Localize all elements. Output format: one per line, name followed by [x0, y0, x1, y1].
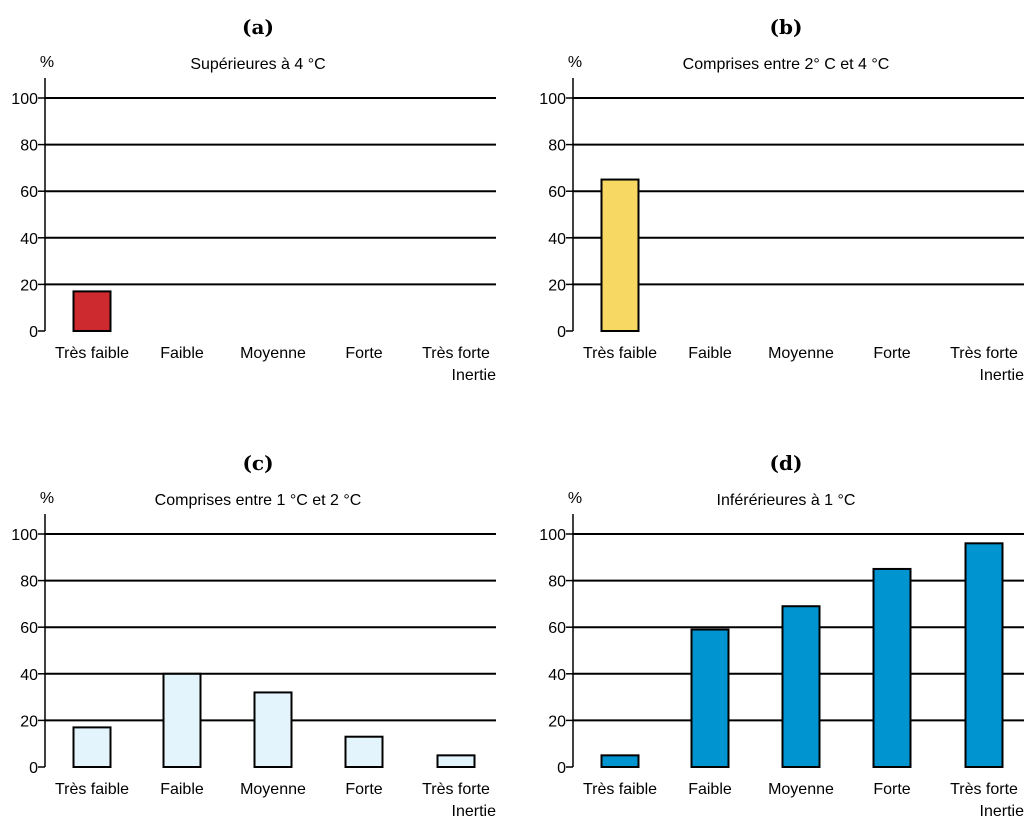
y-tick-label: 20 [20, 277, 38, 294]
bar-très-faible [72, 726, 112, 769]
x-category-label: Très faible [55, 345, 129, 362]
x-category-label: Forte [345, 781, 382, 798]
chart-title: Comprises entre 1 °C et 2 °C [155, 492, 362, 509]
y-tick-label: 20 [20, 713, 38, 730]
y-tick-label: 80 [20, 138, 38, 155]
bar-faible [690, 628, 730, 768]
x-category-label: Moyenne [240, 345, 306, 362]
panel-letter: (a) [242, 15, 274, 39]
y-tick-label: 60 [20, 620, 38, 637]
y-tick-label: 0 [29, 760, 38, 777]
x-category-label: Très forte [422, 345, 490, 362]
y-tick-label: 80 [20, 574, 38, 591]
bar-forte [344, 735, 384, 768]
bar-forte [872, 567, 912, 768]
y-tick-label: 60 [548, 184, 566, 201]
x-category-label: Très faible [583, 345, 657, 362]
x-category-label: Moyenne [768, 345, 834, 362]
chart-title: Comprises entre 2° C et 4 °C [683, 56, 890, 73]
x-category-label: Moyenne [768, 781, 834, 798]
x-axis-label: Inertie [452, 367, 497, 384]
x-category-label: Moyenne [240, 781, 306, 798]
x-category-label: Forte [873, 781, 910, 798]
panel-letter: (c) [242, 451, 273, 475]
y-tick-label: 60 [548, 620, 566, 637]
y-tick-label: 40 [548, 667, 566, 684]
y-tick-label: 100 [11, 91, 38, 108]
bar-très-forte [964, 542, 1004, 768]
y-tick-label: 40 [20, 231, 38, 248]
y-tick-label: 80 [548, 138, 566, 155]
x-category-label: Forte [873, 345, 910, 362]
y-tick-label: 100 [11, 527, 38, 544]
chart-title: Inférérieures à 1 °C [717, 492, 856, 509]
x-category-label: Forte [345, 345, 382, 362]
bar-moyenne [253, 691, 293, 768]
x-category-label: Très forte [422, 781, 490, 798]
chart-panel-3: (c)% Comprises entre 1 °C et 2 °C 0 20 40 60 8… [11, 451, 496, 818]
y-tick-label: 0 [557, 760, 566, 777]
x-category-label: Faible [688, 345, 732, 362]
y-tick-label: 40 [20, 667, 38, 684]
x-category-label: Faible [688, 781, 732, 798]
x-category-label: Très faible [583, 781, 657, 798]
x-category-label: Très forte [950, 781, 1018, 798]
y-tick-label: 20 [548, 713, 566, 730]
x-category-label: Faible [160, 345, 204, 362]
y-tick-label: 40 [548, 231, 566, 248]
chart-title: Supérieures à 4 °C [190, 56, 325, 73]
x-axis-label: Inertie [452, 803, 497, 818]
bar-très-faible [72, 290, 112, 333]
bar-faible [162, 672, 202, 768]
y-tick-label: 100 [539, 527, 566, 544]
x-category-label: Très faible [55, 781, 129, 798]
y-tick-label: 100 [539, 91, 566, 108]
x-category-label: Faible [160, 781, 204, 798]
chart-panel-1: (a)% Supérieures à 4 °C 0 20 40 60 80 100 Très f… [11, 15, 496, 384]
y-axis-label: % [568, 490, 582, 507]
y-tick-label: 60 [20, 184, 38, 201]
y-axis-label: % [568, 54, 582, 71]
bar-moyenne [781, 605, 821, 768]
y-tick-label: 0 [29, 324, 38, 341]
panel-letter: (d) [770, 451, 803, 475]
x-axis-label: Inertie [980, 803, 1025, 818]
y-tick-label: 0 [557, 324, 566, 341]
y-axis-label: % [40, 490, 54, 507]
y-axis-label: % [40, 54, 54, 71]
y-tick-label: 20 [548, 277, 566, 294]
chart-panel-4: (d)% Inférérieures à 1 °C 0 20 40 60 80 100 Très… [539, 451, 1024, 818]
bar-très-forte [436, 754, 476, 769]
panel-letter: (b) [770, 15, 803, 39]
chart-panel-2: (b)% Comprises entre 2° C et 4 °C 0 20 40 60 8… [539, 15, 1024, 384]
y-tick-label: 80 [548, 574, 566, 591]
bar-très-faible [600, 178, 640, 332]
x-category-label: Très forte [950, 345, 1018, 362]
bar-très-faible [600, 754, 640, 769]
x-axis-label: Inertie [980, 367, 1025, 384]
